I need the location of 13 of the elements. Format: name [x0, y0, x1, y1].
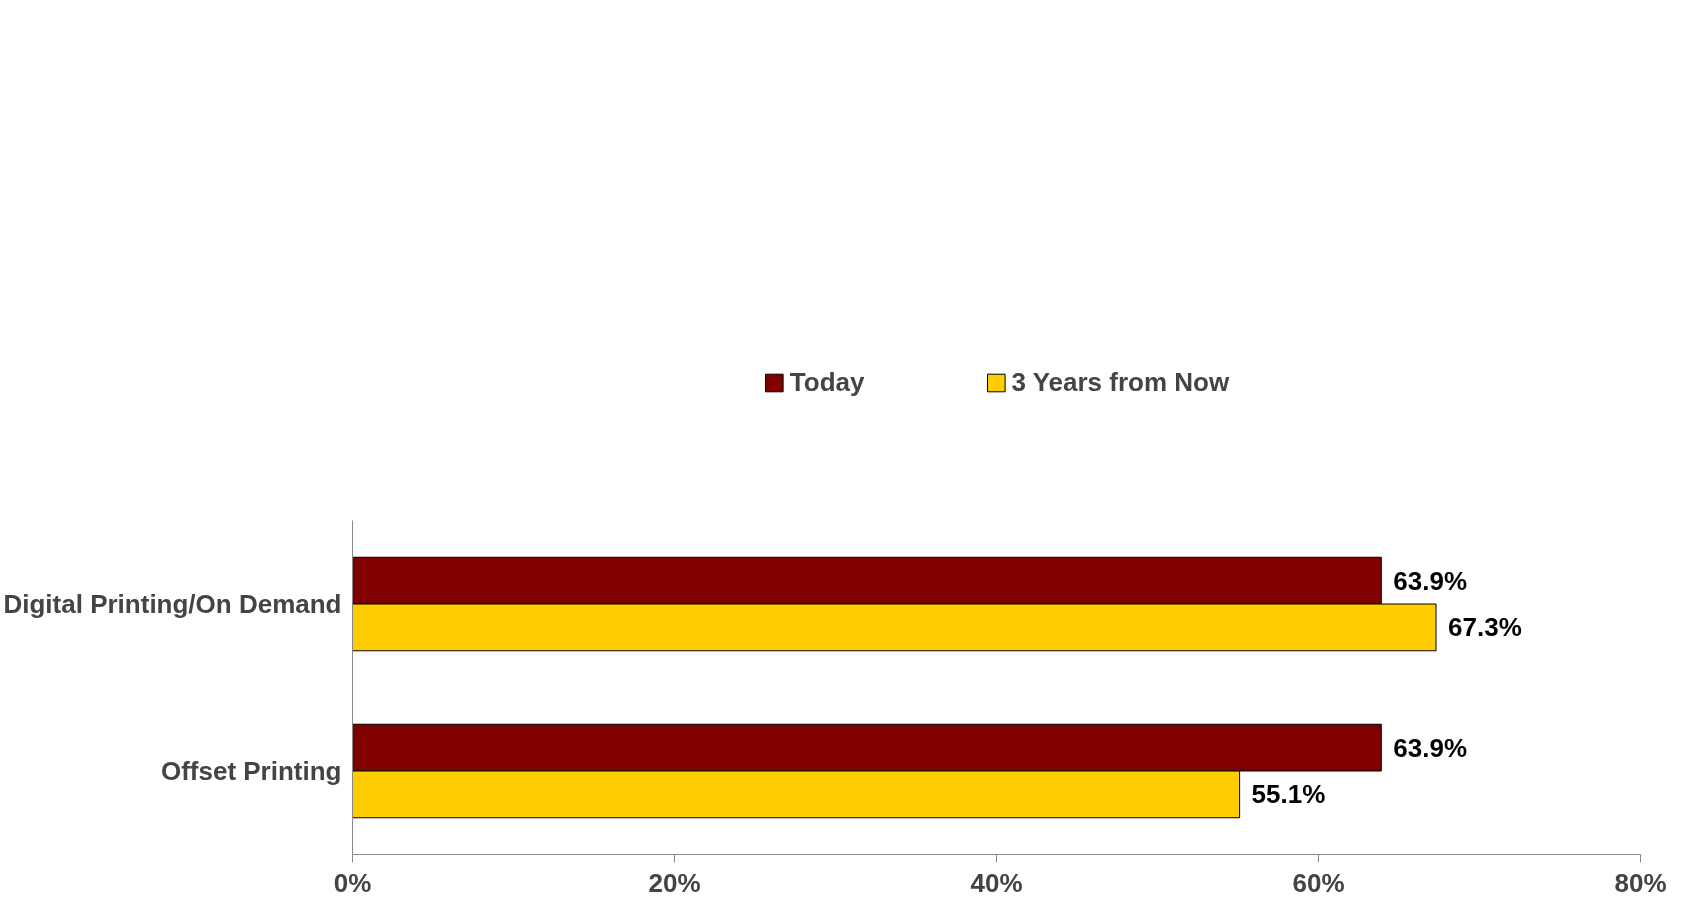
x-tick-label: 80% — [1614, 867, 1667, 898]
data-label: 63.9% — [1393, 565, 1468, 596]
x-tick-label: 40% — [970, 867, 1023, 898]
y-tick-label: Offset Printing — [160, 756, 342, 786]
x-tick-label: 60% — [1292, 867, 1345, 898]
data-label: 67.3% — [1448, 612, 1522, 643]
x-tick-label: 0% — [333, 867, 372, 898]
data-label: 55.1% — [1251, 779, 1326, 810]
data-label: 63.9% — [1393, 732, 1468, 763]
legend-label: 3 Years from Now — [1011, 366, 1230, 398]
y-tick-label: Digital Printing/On Demand — [3, 589, 342, 619]
x-tick-label: 20% — [648, 867, 701, 898]
legend-label: Today — [789, 366, 865, 398]
